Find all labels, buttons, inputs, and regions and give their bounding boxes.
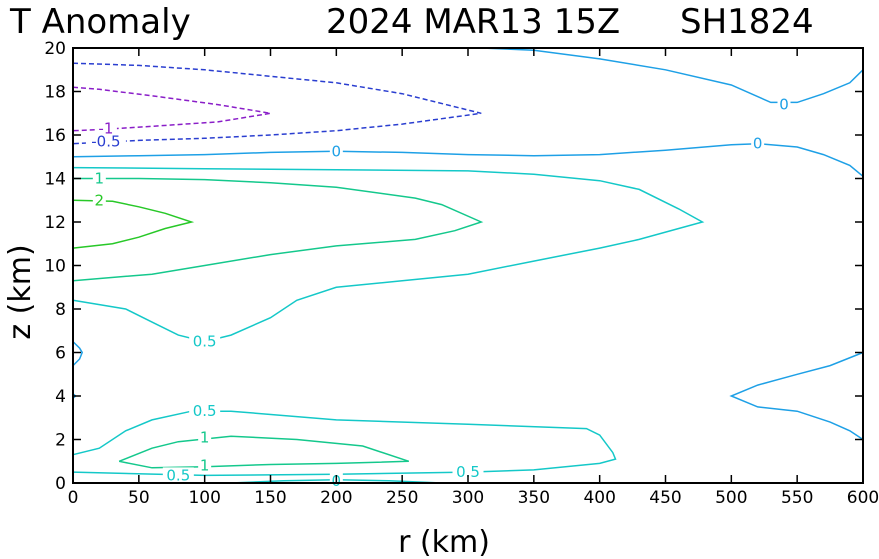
title-right: SH1824 — [680, 2, 814, 42]
y-axis-title: z (km) — [3, 244, 38, 339]
contour-lines — [72, 47, 864, 484]
x-tick-label-12: 600 — [847, 488, 879, 508]
contour-label-bg-2 — [329, 143, 343, 160]
y-tick-label-5: 10 — [44, 257, 66, 277]
contour-label-8: 0.5 — [193, 333, 217, 351]
contour-label-bg-1 — [85, 133, 126, 150]
x-tick-label-9: 450 — [649, 488, 681, 508]
contour-label-bg-3 — [751, 135, 765, 152]
x-tick-label-7: 350 — [518, 488, 550, 508]
x-tick-label-8: 400 — [583, 488, 615, 508]
contour-label-bg-7 — [92, 192, 106, 209]
contour-label-bg-9 — [189, 403, 221, 420]
contour-label-bg-10 — [198, 429, 212, 446]
x-tick-label-3: 150 — [254, 488, 286, 508]
contour-label-0: -1 — [98, 119, 113, 137]
y-tick-label-8: 16 — [44, 126, 66, 146]
y-tick-label-0: 0 — [55, 474, 66, 494]
contour-line-4 — [72, 341, 84, 367]
contour-label-2: 0 — [332, 142, 342, 160]
x-axis: 0 50 100 150 200 250 300 350 400 450 500 550 600 — [68, 48, 879, 508]
contour-line-3 — [481, 47, 864, 104]
x-tick-label-6: 300 — [452, 488, 484, 508]
x-tick-label-10: 500 — [715, 488, 747, 508]
y-tick-label-3: 6 — [55, 344, 66, 364]
y-tick-label-6: 12 — [44, 213, 66, 233]
y-tick-label-1: 2 — [55, 431, 66, 451]
contour-label-6: 1 — [95, 170, 105, 188]
y-tick-label-7: 14 — [44, 170, 66, 190]
contour-label-bg-13 — [452, 464, 484, 481]
chart-title: T Anomaly 2024 MAR13 15Z SH1824 — [9, 2, 814, 42]
contour-label-11: 1 — [200, 457, 210, 475]
contour-label-bg-8 — [189, 333, 221, 350]
contour-label-bg-4 — [777, 96, 791, 113]
contour-label-bg-12 — [162, 467, 194, 484]
contour-label-4: 0 — [779, 96, 789, 114]
x-tick-label-11: 550 — [781, 488, 813, 508]
contour-line-6 — [729, 351, 864, 441]
contour-line-12 — [72, 199, 195, 249]
x-tick-label-0: 0 — [68, 488, 79, 508]
contour-label-9: 0.5 — [193, 402, 217, 420]
y-tick-label-4: 8 — [55, 300, 66, 320]
contour-label-7: 2 — [95, 191, 105, 209]
x-tick-label-1: 50 — [128, 488, 150, 508]
contour-label-bg-0 — [94, 120, 117, 137]
contour-line-1 — [72, 62, 482, 145]
contour-label-10: 1 — [200, 428, 210, 446]
y-tick-label-2: 4 — [55, 387, 66, 407]
x-tick-label-2: 100 — [188, 488, 220, 508]
title-center: 2024 MAR13 15Z — [326, 2, 620, 42]
y-tick-label-9: 18 — [44, 83, 66, 103]
contour-line-2 — [72, 142, 864, 177]
x-axis-title: r (km) — [398, 525, 490, 559]
x-tick-label-5: 250 — [386, 488, 418, 508]
contour-label-13: 0.5 — [456, 463, 480, 481]
contour-label-bg-11 — [198, 457, 212, 474]
contour-label-12: 0.5 — [166, 466, 190, 484]
contour-label-3: 0 — [753, 135, 763, 153]
y-tick-label-10: 20 — [44, 39, 66, 59]
contour-line-10 — [72, 177, 484, 282]
x-tick-label-4: 200 — [320, 488, 352, 508]
contour-label-bg-6 — [92, 170, 106, 187]
title-left: T Anomaly — [9, 2, 191, 42]
contour-label-1: -0.5 — [91, 133, 120, 151]
contour-line-8 — [72, 410, 617, 477]
contour-line-11 — [118, 435, 410, 469]
